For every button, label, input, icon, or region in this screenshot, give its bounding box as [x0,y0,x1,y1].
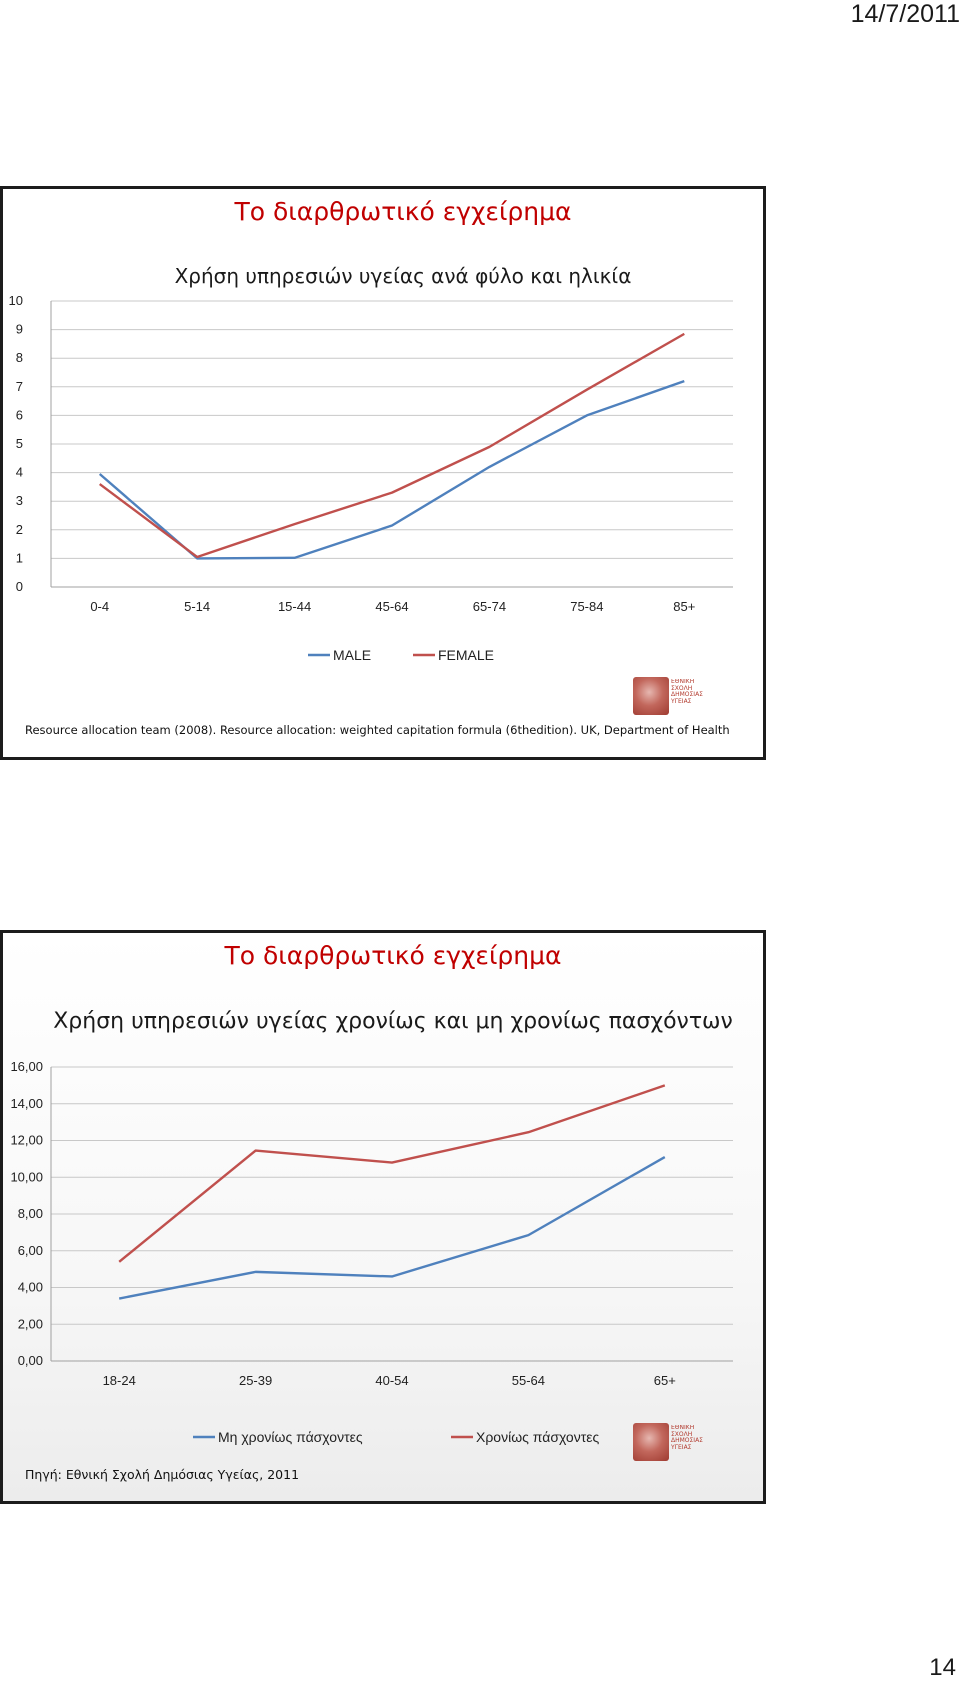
y-tick-label: 2 [16,522,23,537]
x-tick-label: 25-39 [239,1373,272,1388]
chronic-line-chart: 0,00 2,00 4,00 6,00 8,00 10,00 12,00 14,00 16,00… [10,1059,733,1445]
y-tick-label: 6,00 [18,1243,43,1258]
y-tick-label: 2,00 [18,1316,43,1331]
logo-text: ΕΘΝΙΚΗ ΣΧΟΛΗ ΔΗΜΟΣΙΑΣ ΥΓΕΙΑΣ [671,1425,703,1451]
series-line-1 [118,1155,666,1300]
x-tick-label: 0-4 [90,599,109,614]
logo-text: ΕΘΝΙΚΗ ΣΧΟΛΗ ΔΗΜΟΣΙΑΣ ΥΓΕΙΑΣ [671,679,703,705]
y-tick-label: 10,00 [10,1169,43,1184]
x-tick-label: 65+ [654,1373,676,1388]
x-tick-label: 45-64 [375,599,408,614]
x-tick-label: 55-64 [512,1373,545,1388]
y-tick-label: 9 [16,322,23,337]
source-note: Resource allocation team (2008). Resourc… [25,723,730,737]
y-tick-label: 3 [16,493,23,508]
y-tick-label: 0 [16,579,23,594]
y-tick-label: 0,00 [18,1353,43,1368]
legend-label: FEMALE [438,647,494,663]
y-tick-label: 8 [16,350,23,365]
page-number: 14 [929,1654,956,1681]
chart-title: Χρήση υπηρεσιών υγείας χρονίως και μη χρ… [53,1009,733,1034]
nsph-logo: ΕΘΝΙΚΗ ΣΧΟΛΗ ΔΗΜΟΣΙΑΣ ΥΓΕΙΑΣ [633,677,713,715]
x-tick-label: 85+ [673,599,695,614]
legend-label: Μη χρονίως πάσχοντες [218,1429,363,1445]
y-tick-label: 7 [16,379,23,394]
nsph-logo: ΕΘΝΙΚΗ ΣΧΟΛΗ ΔΗΜΟΣΙΑΣ ΥΓΕΙΑΣ [633,1423,713,1461]
series-line-2 [98,332,685,559]
y-tick-label: 4 [16,465,23,480]
logo-emblem-icon [633,677,669,715]
chart-title: Χρήση υπηρεσιών υγείας ανά φύλο και ηλικ… [174,264,632,288]
logo-emblem-icon [633,1423,669,1461]
series-line-1 [98,379,685,560]
y-tick-label: 4,00 [18,1280,43,1295]
y-tick-label: 16,00 [10,1059,43,1074]
slide-age-sex: Το διαρθρωτικό εγχείρημα Χρήση υπηρεσιών… [0,186,766,760]
y-tick-label: 10 [9,293,23,308]
page-date: 14/7/2011 [850,0,960,28]
legend-label: MALE [333,647,371,663]
y-tick-label: 12,00 [10,1133,43,1148]
x-tick-label: 40-54 [375,1373,408,1388]
age-sex-line-chart: 0 1 2 3 4 5 6 7 8 9 10 0-4 5-14 15-44 45-64 65-74 75-84 8… [9,293,733,663]
slide-chronic: Το διαρθρωτικό εγχείρημα Χρήση υπηρεσιών… [0,930,766,1504]
x-tick-label: 15-44 [278,599,311,614]
source-note: Πηγή: Εθνική Σχολή Δημόσιας Υγείας, 2011 [25,1467,300,1482]
y-tick-label: 5 [16,436,23,451]
slide-title: Το διαρθρωτικό εγχείρημα [234,197,572,226]
series-line-2 [118,1084,666,1263]
x-tick-label: 18-24 [103,1373,136,1388]
y-tick-label: 6 [16,407,23,422]
slide-title: Το διαρθρωτικό εγχείρημα [224,941,562,970]
y-tick-label: 14,00 [10,1096,43,1111]
x-tick-label: 5-14 [184,599,210,614]
y-tick-label: 8,00 [18,1206,43,1221]
x-tick-label: 65-74 [473,599,506,614]
y-tick-label: 1 [16,550,23,565]
x-tick-label: 75-84 [570,599,603,614]
legend-label: Χρονίως πάσχοντες [476,1429,599,1445]
